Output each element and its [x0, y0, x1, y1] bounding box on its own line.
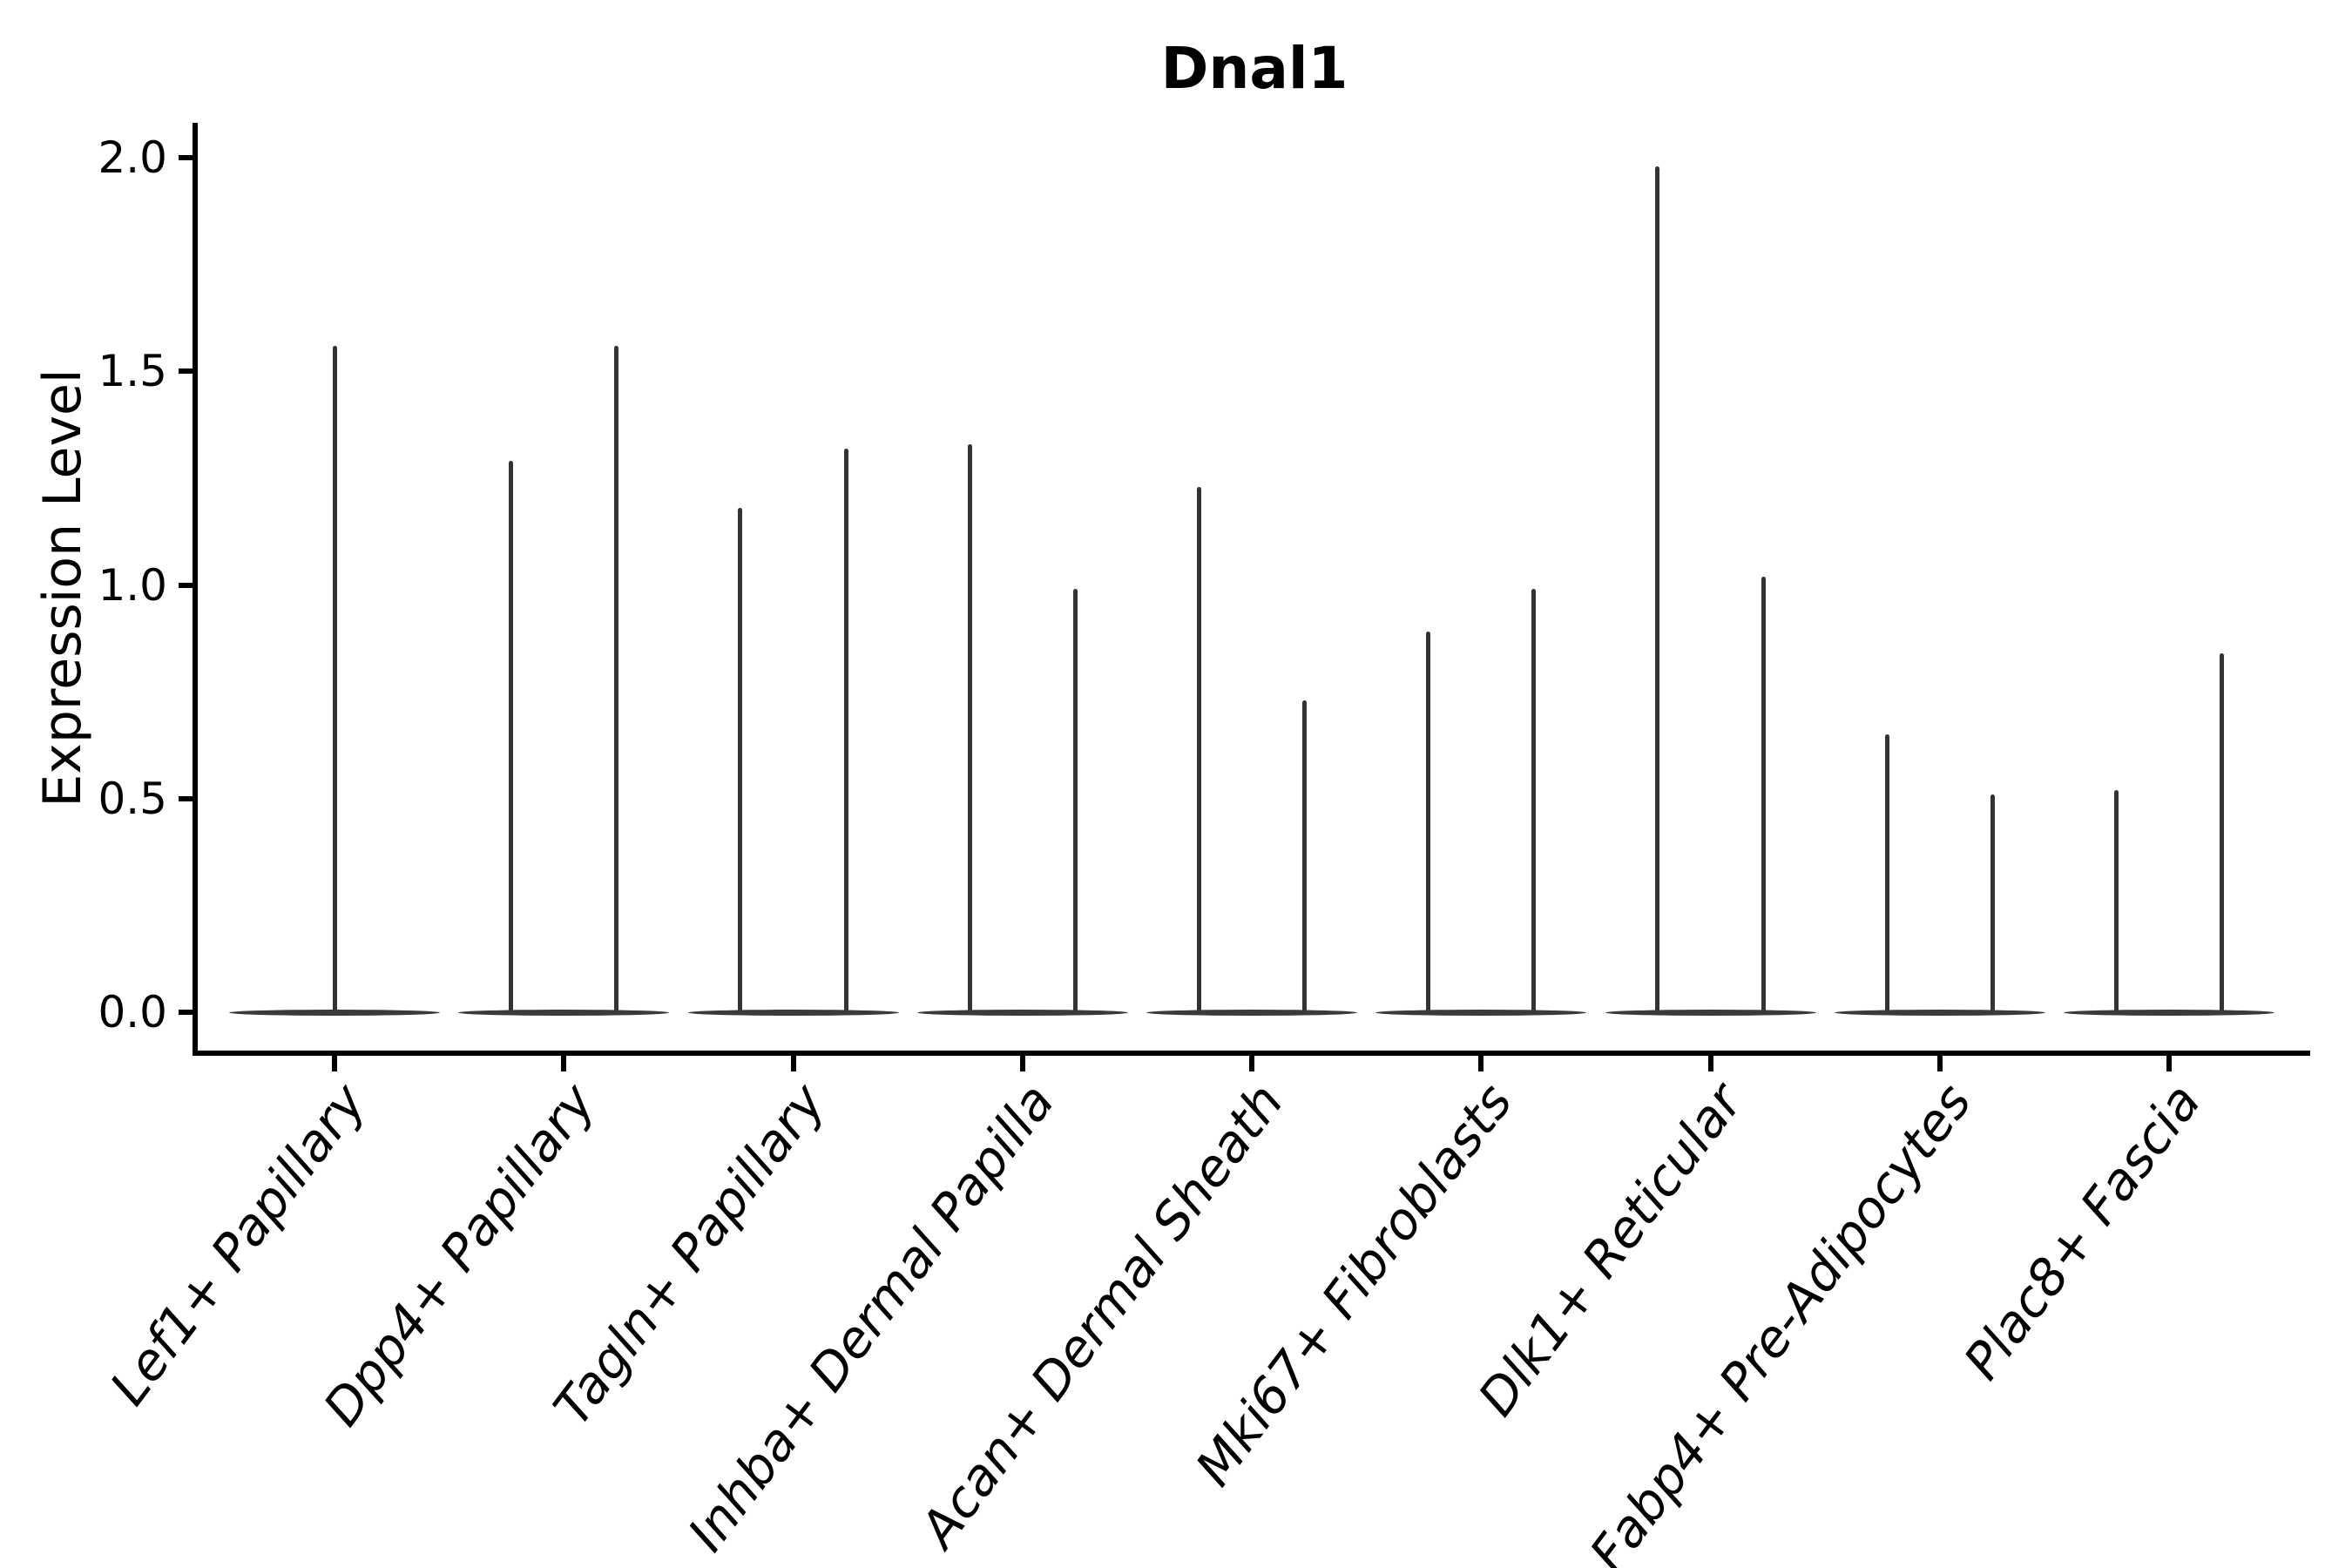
violin-spike — [2220, 652, 2225, 1015]
y-tick-mark — [179, 795, 193, 801]
chart-title: Dnal1 — [1160, 35, 1348, 102]
x-tick-mark — [1249, 1056, 1254, 1071]
violin-body — [1834, 1009, 2045, 1016]
violin-body — [2064, 1009, 2274, 1016]
violin-spike — [332, 345, 337, 1015]
y-tick-label: 2.0 — [98, 132, 167, 183]
violin-spike — [1426, 632, 1431, 1015]
violin-spike — [843, 448, 848, 1015]
violin-spike — [614, 345, 619, 1015]
x-tick-mark — [332, 1056, 337, 1071]
x-tick-mark — [1707, 1056, 1713, 1071]
violin-spike — [1302, 700, 1308, 1015]
violin-spike — [2113, 789, 2119, 1015]
violin-spike — [1761, 576, 1766, 1015]
violin-body — [1146, 1009, 1357, 1016]
violin-spike — [967, 443, 972, 1015]
y-tick-mark — [179, 155, 193, 160]
violin-spike — [1531, 589, 1537, 1015]
x-tick-label: Lef1+ Papillary — [98, 1072, 378, 1416]
y-tick-mark — [179, 368, 193, 375]
violin-spike — [509, 461, 514, 1015]
x-axis-spine — [193, 1051, 2310, 1056]
x-tick-mark — [1019, 1056, 1025, 1071]
y-tick-label: 0.0 — [98, 987, 167, 1037]
violin-body — [1375, 1009, 1587, 1016]
x-tick-mark — [2166, 1056, 2172, 1071]
y-tick-mark — [179, 1010, 193, 1015]
violin-spike — [1990, 794, 1995, 1015]
y-axis-spine — [193, 123, 198, 1056]
violin-spike — [738, 508, 743, 1015]
x-tick-mark — [790, 1056, 796, 1071]
violin-body — [458, 1009, 670, 1016]
violin-spike — [1655, 166, 1660, 1015]
violin-spike — [1196, 486, 1201, 1015]
violin-spike — [1884, 734, 1889, 1015]
violin-body — [229, 1009, 440, 1016]
violin-body — [916, 1009, 1128, 1016]
y-tick-label: 0.5 — [98, 773, 167, 824]
violin-body — [1605, 1009, 1816, 1016]
x-tick-mark — [1478, 1056, 1484, 1071]
y-tick-label: 1.0 — [98, 559, 167, 611]
y-tick-label: 1.5 — [98, 346, 167, 397]
x-tick-mark — [561, 1056, 567, 1071]
violin-spike — [1072, 589, 1078, 1015]
y-tick-mark — [179, 582, 193, 588]
violin-body — [687, 1009, 899, 1016]
x-tick-mark — [1936, 1056, 1943, 1071]
